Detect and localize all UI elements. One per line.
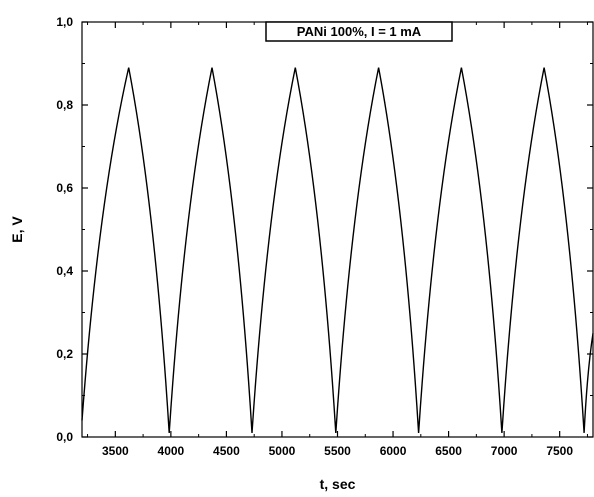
y-axis-title: E, V [9, 216, 25, 243]
x-tick-label: 6500 [435, 444, 462, 458]
x-axis-title: t, sec [320, 476, 356, 492]
x-tick-label: 3500 [102, 444, 129, 458]
x-tick-label: 5500 [324, 444, 351, 458]
x-tick-label: 5000 [269, 444, 296, 458]
legend-label: PANi 100%, I = 1 mA [297, 24, 422, 39]
series-line [81, 67, 594, 433]
plot-frame [81, 21, 594, 438]
x-tick-label: 6000 [380, 444, 407, 458]
y-tick-label: 0,4 [56, 264, 73, 278]
legend-box: PANi 100%, I = 1 mA [265, 21, 453, 42]
x-tick-label: 4500 [213, 444, 240, 458]
axis-layer: 3500 4000 4500 5000 5500 6000 6500 7000 7500 0,0 0… [56, 15, 594, 458]
y-tick-label: 0,2 [56, 347, 73, 361]
x-tick-label: 7000 [491, 444, 518, 458]
legend-frame [265, 21, 453, 42]
y-tick-label: 0,8 [56, 98, 73, 112]
y-tick-label: 0,6 [56, 181, 73, 195]
plot-layer [81, 67, 594, 433]
y-tick-label: 0,0 [56, 430, 73, 444]
y-tick-label: 1,0 [56, 15, 73, 29]
x-tick-label: 4000 [158, 444, 185, 458]
x-tick-label: 7500 [546, 444, 573, 458]
